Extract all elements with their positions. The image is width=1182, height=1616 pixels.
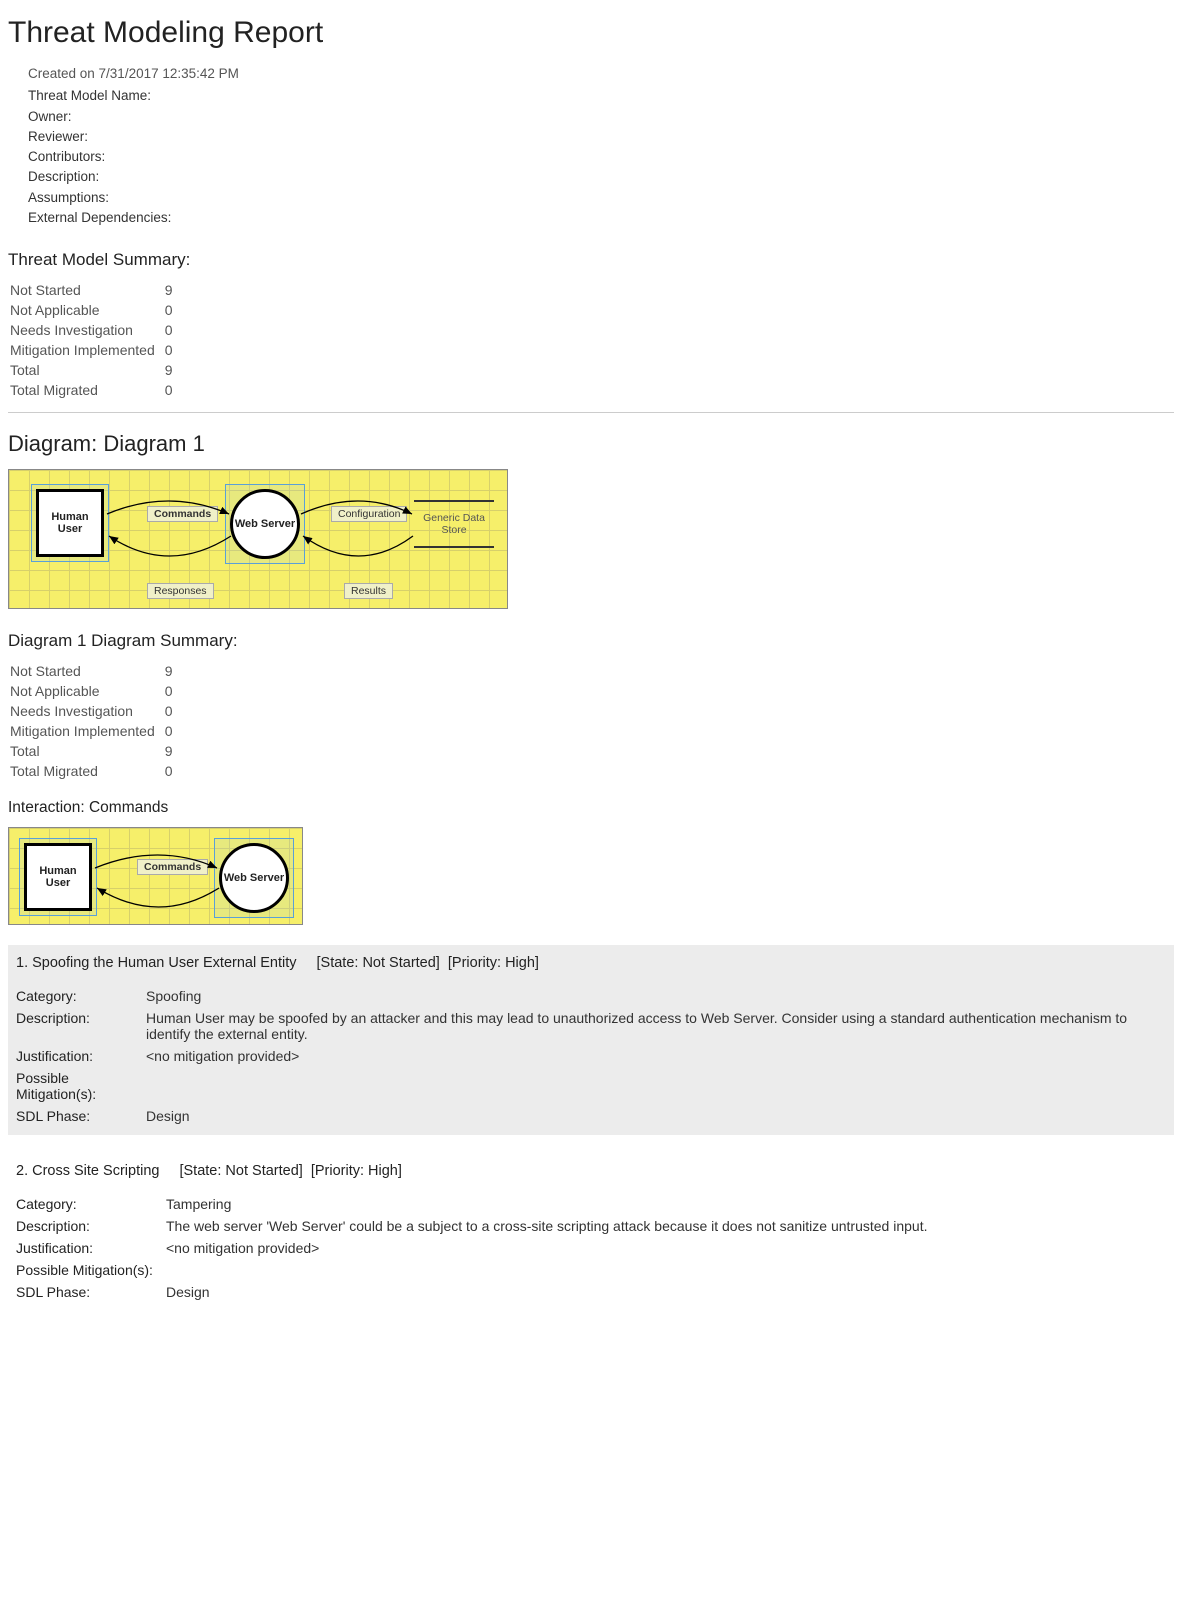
diagram-summary-heading: Diagram 1 Diagram Summary: — [8, 631, 1174, 651]
node-web-server: Web Server — [219, 843, 289, 913]
threat-state: [State: Not Started] — [179, 1163, 302, 1179]
meta-contributors: Contributors: — [28, 147, 1174, 167]
table-row: Total9 — [8, 741, 181, 761]
node-data-store: Generic Data Store — [414, 500, 494, 548]
page-title: Threat Modeling Report — [8, 16, 1174, 50]
table-row: Mitigation Implemented0 — [8, 340, 181, 360]
edge-configuration: Configuration — [331, 506, 407, 522]
threat-model-summary-table: Not Started9 Not Applicable0 Needs Inves… — [8, 280, 181, 400]
threat-details-table: Category:Tampering Description:The web s… — [16, 1193, 1166, 1303]
meta-assumptions: Assumptions: — [28, 188, 1174, 208]
table-row: Needs Investigation0 — [8, 320, 181, 340]
table-row: Not Applicable0 — [8, 300, 181, 320]
threat-model-summary-heading: Threat Model Summary: — [8, 250, 1174, 270]
node-web-server: Web Server — [230, 489, 300, 559]
threat-title: 1. Spoofing the Human User External Enti… — [16, 955, 1166, 971]
diagram-interaction: Human User Web Server Commands — [8, 827, 303, 925]
separator — [8, 412, 1174, 413]
meta-external-deps: External Dependencies: — [28, 208, 1174, 228]
meta-block: Created on 7/31/2017 12:35:42 PM Threat … — [28, 64, 1174, 228]
threat-name: 2. Cross Site Scripting — [16, 1163, 159, 1179]
meta-threat-model-name: Threat Model Name: — [28, 86, 1174, 106]
node-human-user: Human User — [24, 843, 92, 911]
table-row: Total Migrated0 — [8, 761, 181, 781]
table-row: Not Started9 — [8, 661, 181, 681]
node-human-user: Human User — [36, 489, 104, 557]
threat-details-table: Category:Spoofing Description:Human User… — [16, 985, 1166, 1127]
table-row: Mitigation Implemented0 — [8, 721, 181, 741]
table-row: Total9 — [8, 360, 181, 380]
edge-results: Results — [344, 583, 393, 599]
meta-owner: Owner: — [28, 107, 1174, 127]
threat-priority: [Priority: High] — [448, 955, 539, 971]
threat-name: 1. Spoofing the Human User External Enti… — [16, 955, 296, 971]
meta-reviewer: Reviewer: — [28, 127, 1174, 147]
meta-description: Description: — [28, 167, 1174, 187]
threat-1: 1. Spoofing the Human User External Enti… — [8, 945, 1174, 1135]
diagram-1: Human User Web Server Generic Data Store… — [8, 469, 508, 609]
table-row: Not Applicable0 — [8, 681, 181, 701]
diagram-heading: Diagram: Diagram 1 — [8, 431, 1174, 457]
created-on: Created on 7/31/2017 12:35:42 PM — [28, 64, 1174, 84]
table-row: Total Migrated0 — [8, 380, 181, 400]
threat-2: 2. Cross Site Scripting [State: Not Star… — [8, 1153, 1174, 1311]
interaction-heading: Interaction: Commands — [8, 799, 1174, 817]
table-row: Needs Investigation0 — [8, 701, 181, 721]
table-row: Not Started9 — [8, 280, 181, 300]
threat-title: 2. Cross Site Scripting [State: Not Star… — [16, 1163, 1166, 1179]
edge-commands: Commands — [147, 506, 218, 522]
edge-responses: Responses — [147, 583, 214, 599]
diagram-summary-table: Not Started9 Not Applicable0 Needs Inves… — [8, 661, 181, 781]
threat-state: [State: Not Started] — [317, 955, 440, 971]
edge-commands: Commands — [137, 859, 208, 875]
threat-priority: [Priority: High] — [311, 1163, 402, 1179]
